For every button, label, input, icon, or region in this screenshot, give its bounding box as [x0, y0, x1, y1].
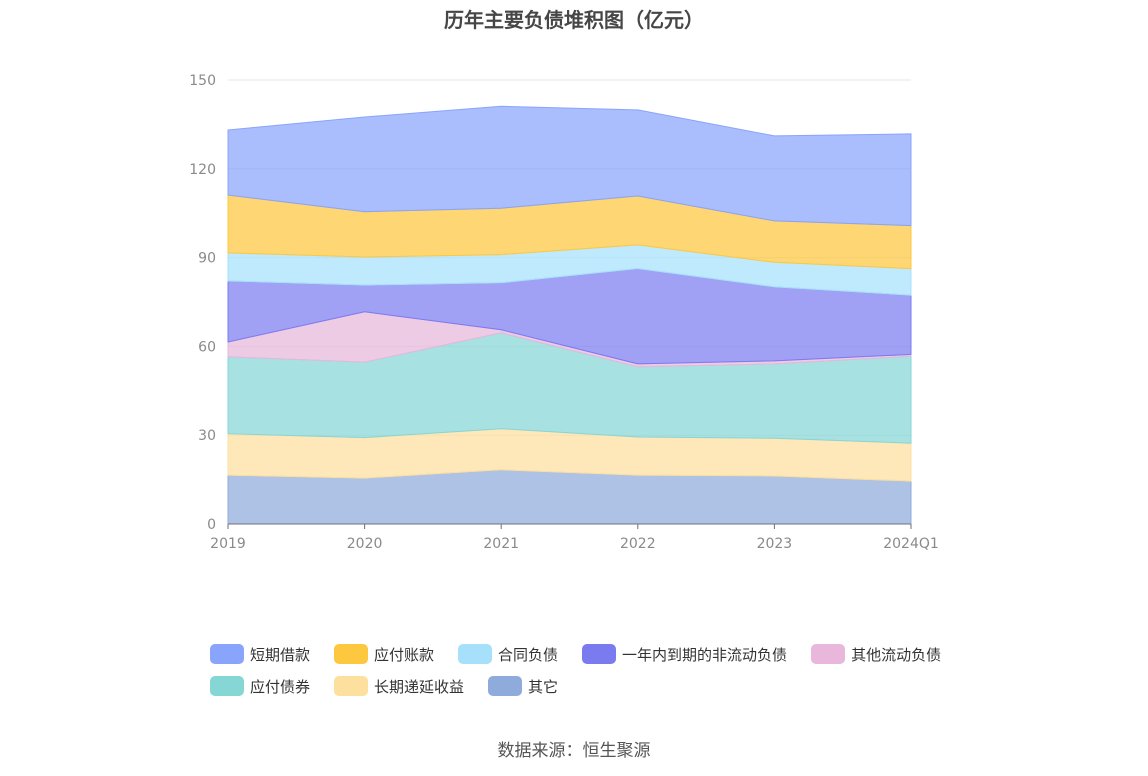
area-series-7[interactable]	[227, 105, 912, 227]
legend-item[interactable]: 一年内到期的非流动负债	[572, 644, 787, 665]
legend-swatch	[458, 644, 493, 664]
y-tick-label: 120	[189, 162, 216, 178]
legend-row: 短期借款 应付账款 合同负债 一年内到期的非流动负债 其他流动负债	[200, 638, 960, 670]
legend-label: 长期递延收益	[374, 677, 465, 696]
legend-label: 应付债券	[250, 677, 311, 696]
x-tick-label: 2023	[757, 536, 793, 552]
y-tick-label: 0	[207, 517, 216, 533]
area-series	[227, 105, 912, 525]
legend-label: 合同负债	[498, 645, 559, 664]
legend-item[interactable]: 其它	[478, 676, 558, 697]
x-tick-label: 2021	[483, 536, 519, 552]
legend-swatch	[582, 644, 617, 664]
legend: 短期借款 应付账款 合同负债 一年内到期的非流动负债 其他流动负债 应付债券 长期递延收益…	[200, 638, 960, 702]
legend-row: 应付债券 长期递延收益 其它	[200, 670, 960, 702]
x-tick-label: 2019	[210, 536, 246, 552]
x-tick-label: 2024Q1	[883, 536, 939, 552]
x-tick-label: 2020	[347, 536, 383, 552]
y-tick-label: 60	[198, 339, 216, 355]
area-series-0[interactable]	[227, 469, 912, 525]
legend-item[interactable]: 应付账款	[324, 644, 434, 665]
legend-swatch	[210, 644, 244, 664]
legend-label: 短期借款	[250, 645, 311, 664]
legend-item[interactable]: 短期借款	[200, 644, 310, 665]
legend-label: 其他流动负债	[851, 645, 942, 664]
y-tick-label: 90	[198, 251, 216, 267]
legend-item[interactable]: 其他流动负债	[801, 644, 941, 665]
legend-swatch	[488, 676, 523, 696]
y-tick-label: 30	[198, 428, 216, 444]
legend-label: 一年内到期的非流动负债	[622, 645, 788, 664]
legend-swatch	[811, 644, 846, 664]
legend-item[interactable]: 应付债券	[200, 676, 310, 697]
legend-item[interactable]: 长期递延收益	[324, 676, 464, 697]
y-tick-label: 150	[189, 73, 216, 89]
x-tick-label: 2022	[620, 536, 656, 552]
legend-item[interactable]: 合同负债	[448, 644, 558, 665]
chart-title: 历年主要负债堆积图（亿元）	[444, 8, 704, 32]
legend-swatch	[334, 644, 369, 664]
legend-swatch	[210, 676, 244, 696]
axes: 0 30 60 90 120 150 2019 2020 2021 2022 2023 2024Q1	[189, 73, 939, 552]
legend-label: 其它	[528, 677, 559, 696]
data-source-note: 数据来源：恒生聚源	[497, 741, 651, 761]
legend-label: 应付账款	[374, 645, 435, 664]
legend-swatch	[334, 676, 369, 696]
